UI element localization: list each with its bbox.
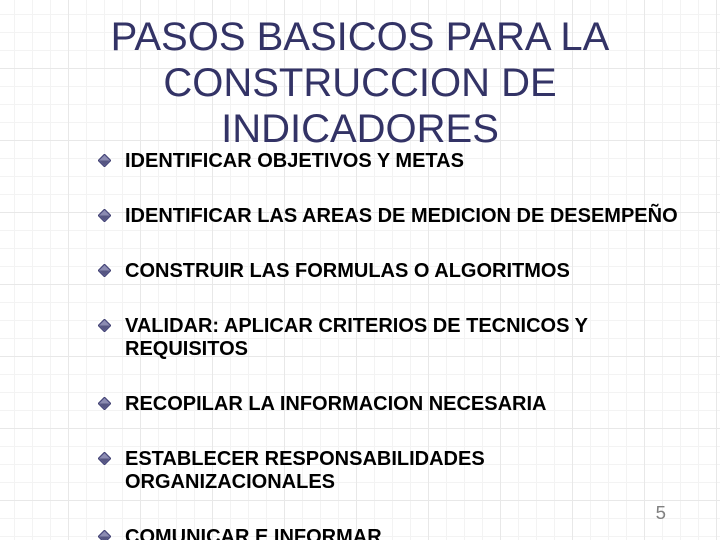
page-number: 5 xyxy=(656,502,666,524)
list-item: ESTABLECER RESPONSABILIDADES ORGANIZACIO… xyxy=(98,448,680,494)
slide: PASOS BASICOS PARA LA CONSTRUCCION DE IN… xyxy=(0,0,720,540)
list-item-text: ESTABLECER RESPONSABILIDADES ORGANIZACIO… xyxy=(125,448,680,494)
list-item: CONSTRUIR LAS FORMULAS O ALGORITMOS xyxy=(98,260,680,283)
list-item-text: COMUNICAR E INFORMAR xyxy=(125,526,382,540)
list-item: VALIDAR: APLICAR CRITERIOS DE TECNICOS Y… xyxy=(98,315,680,361)
diamond-bullet-icon xyxy=(98,154,111,167)
diamond-bullet-icon xyxy=(98,264,111,277)
list-item-text: RECOPILAR LA INFORMACION NECESARIA xyxy=(125,393,546,416)
list-item-text: IDENTIFICAR LAS AREAS DE MEDICION DE DES… xyxy=(125,205,678,228)
diamond-bullet-icon xyxy=(98,397,111,410)
bullet-list: IDENTIFICAR OBJETIVOS Y METAS IDENTIFICAR… xyxy=(98,150,680,540)
list-item-text: IDENTIFICAR OBJETIVOS Y METAS xyxy=(125,150,464,173)
list-item-text: CONSTRUIR LAS FORMULAS O ALGORITMOS xyxy=(125,260,570,283)
list-item: RECOPILAR LA INFORMACION NECESARIA xyxy=(98,393,680,416)
list-item: IDENTIFICAR OBJETIVOS Y METAS xyxy=(98,150,680,173)
list-item: COMUNICAR E INFORMAR xyxy=(98,526,680,540)
list-item-text: VALIDAR: APLICAR CRITERIOS DE TECNICOS Y… xyxy=(125,315,680,361)
list-item: IDENTIFICAR LAS AREAS DE MEDICION DE DES… xyxy=(98,205,680,228)
diamond-bullet-icon xyxy=(98,209,111,222)
slide-title: PASOS BASICOS PARA LA CONSTRUCCION DE IN… xyxy=(50,14,670,152)
diamond-bullet-icon xyxy=(98,452,111,465)
diamond-bullet-icon xyxy=(98,530,111,540)
diamond-bullet-icon xyxy=(98,319,111,332)
